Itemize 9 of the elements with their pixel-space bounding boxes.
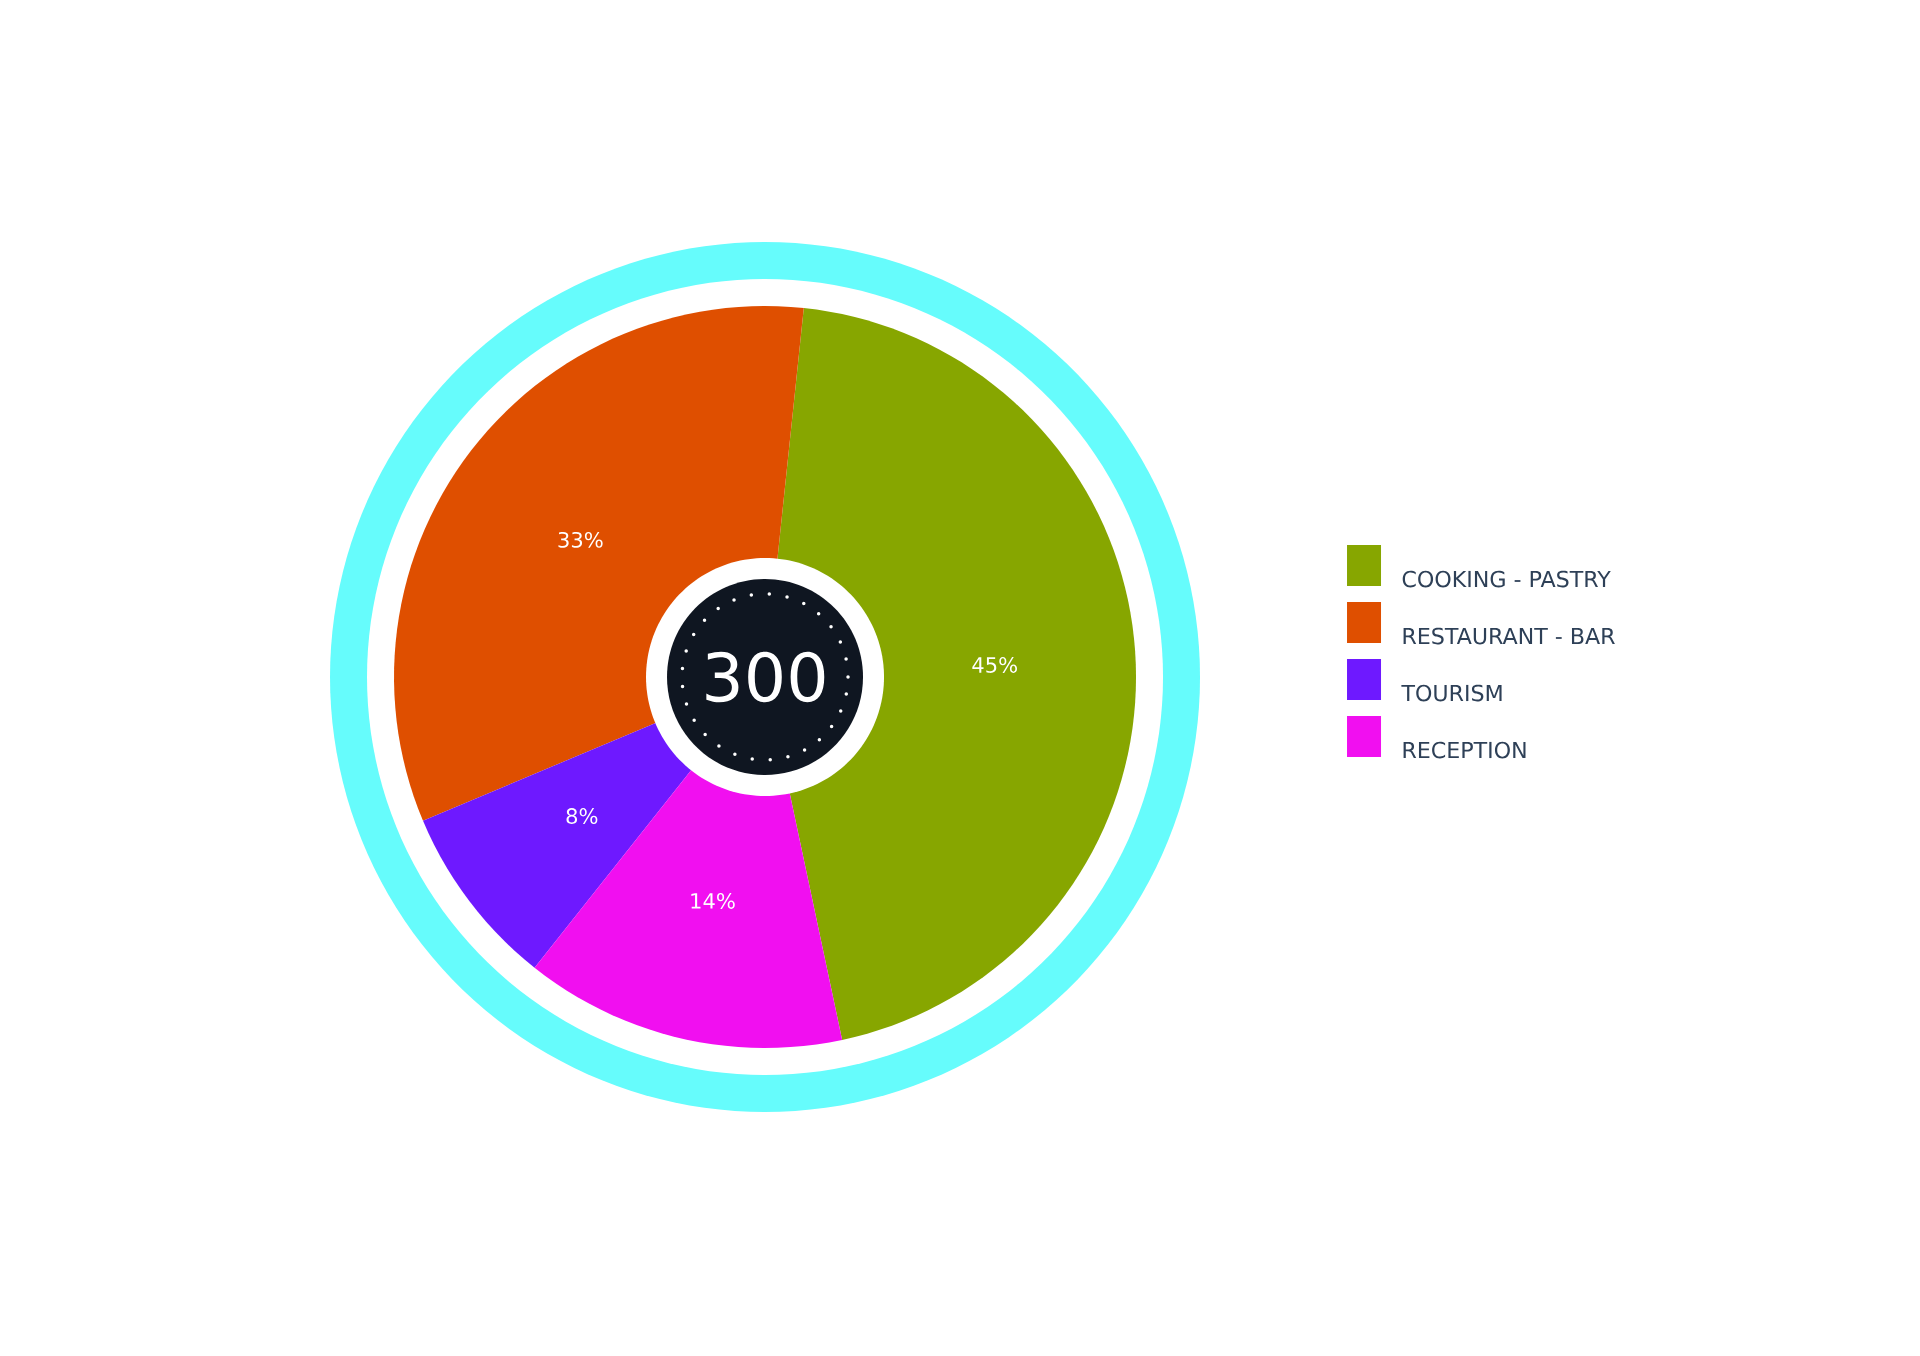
legend-label: COOKING - PASTRY	[1402, 570, 1611, 588]
data-label: 14%	[691, 892, 735, 909]
data-label: 8%	[566, 808, 598, 825]
legend-label: TOURISM	[1401, 684, 1502, 702]
data-label: 45%	[972, 656, 1018, 673]
legend-label: RECEPTION	[1403, 741, 1526, 759]
legend-label: RESTAURANT - BAR	[1403, 627, 1615, 645]
text: 300	[706, 651, 825, 703]
data-label: 33%	[558, 531, 603, 548]
